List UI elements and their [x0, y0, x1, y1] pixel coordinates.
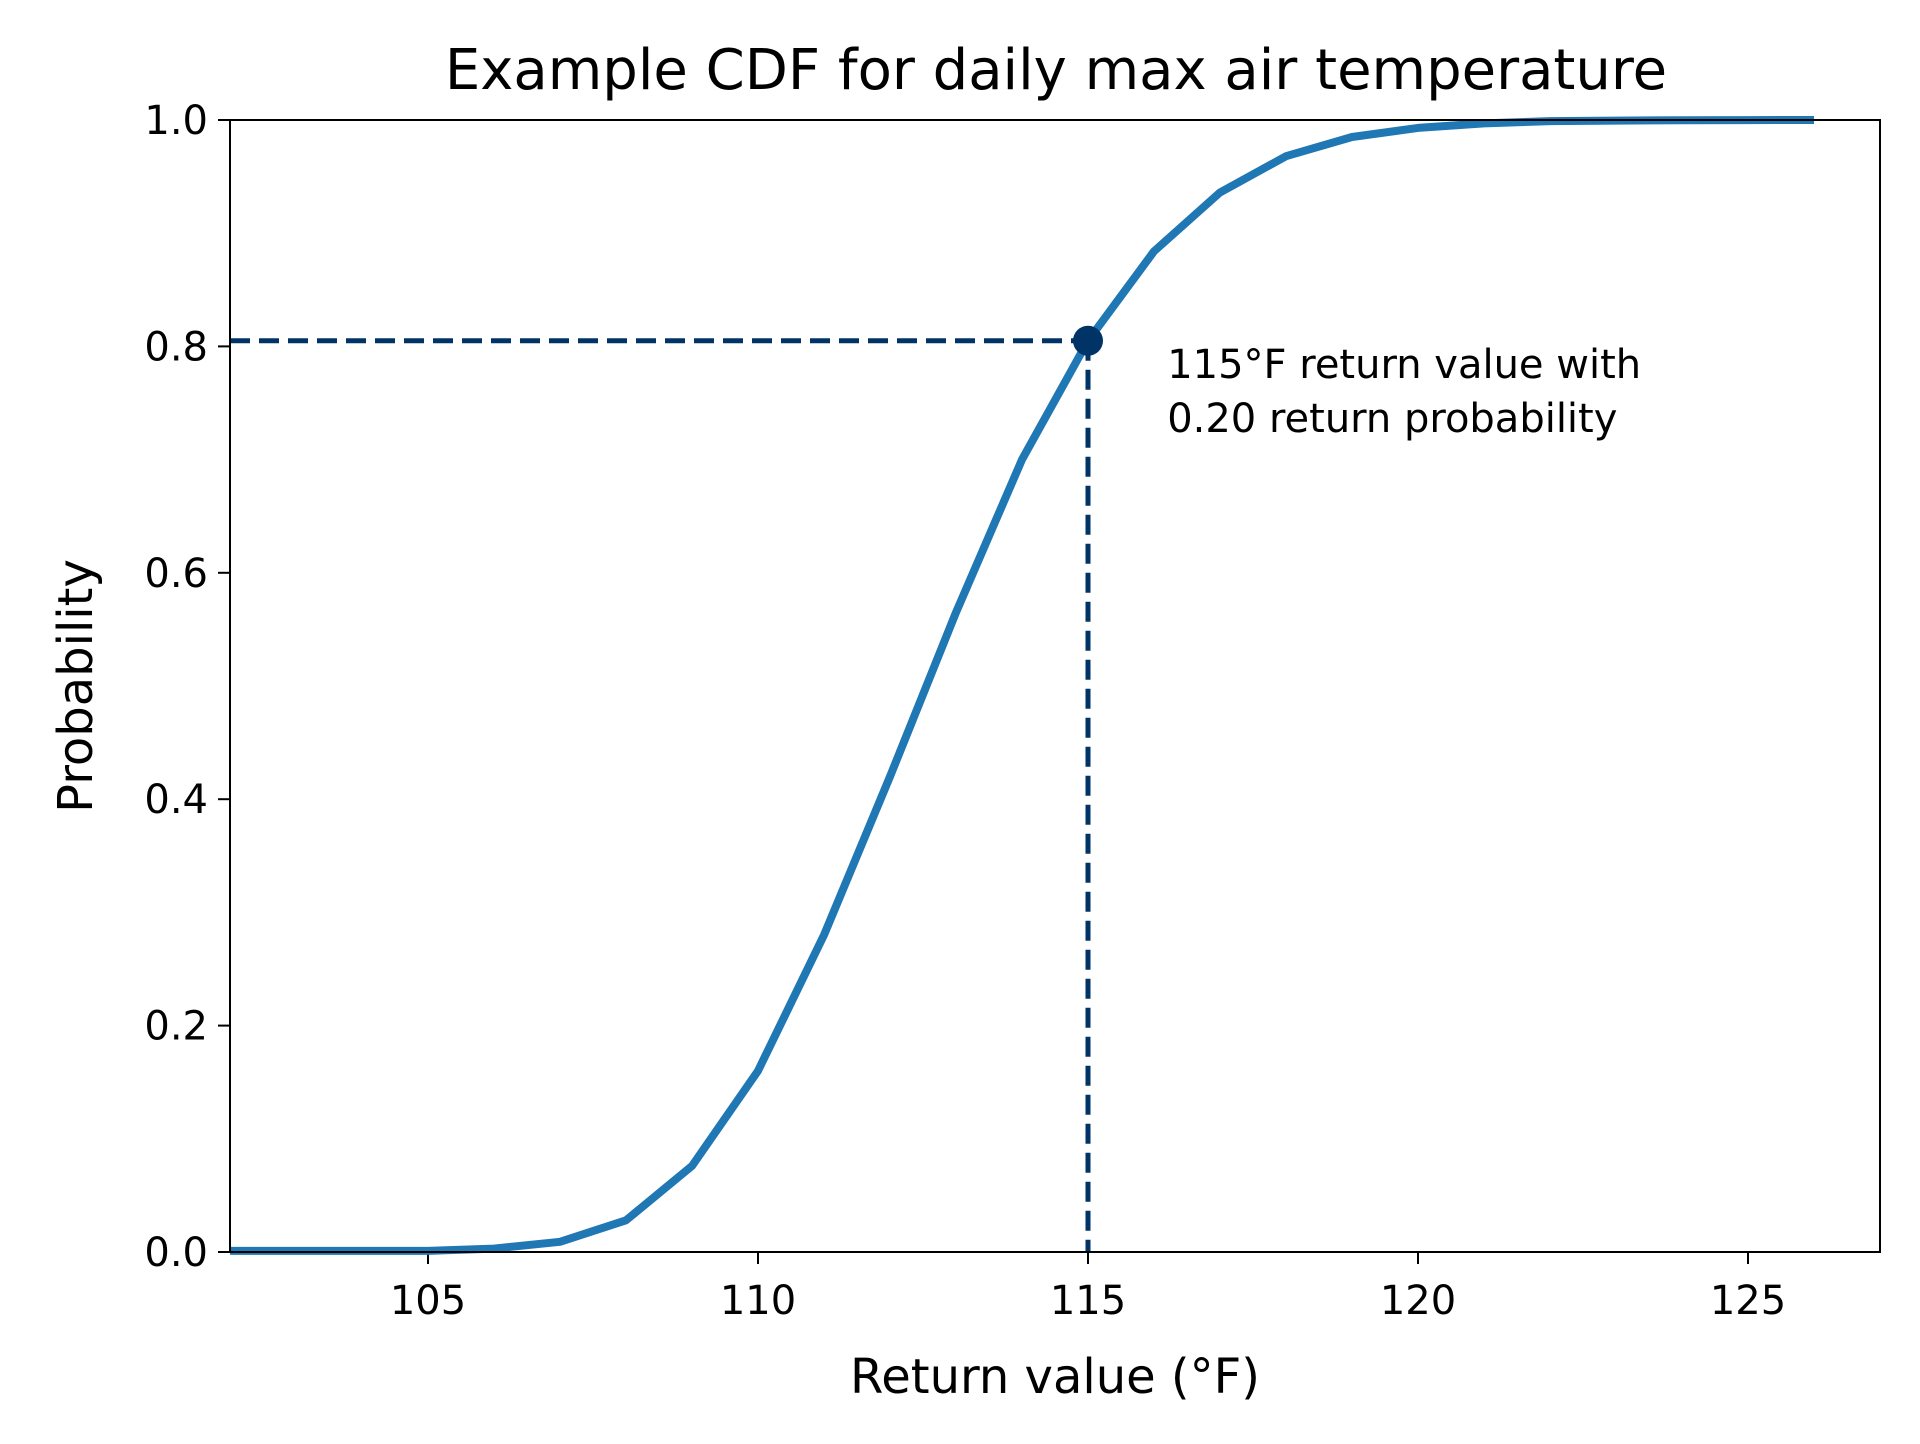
- x-tick-label: 120: [1380, 1278, 1456, 1324]
- y-tick-label: 0.4: [144, 777, 208, 823]
- highlight-point: [1073, 325, 1103, 356]
- x-tick-label: 110: [720, 1278, 796, 1324]
- y-tick-label: 0.8: [144, 324, 208, 370]
- y-tick-label: 0.0: [144, 1230, 208, 1276]
- x-axis-ticks: 105 110 115 120 125: [390, 1252, 1786, 1324]
- y-axis-label: Probability: [48, 559, 104, 813]
- cdf-series-line: [230, 116, 1815, 1255]
- highlight-layer: [1073, 325, 1103, 356]
- chart-title: Example CDF for daily max air temperatur…: [445, 38, 1667, 103]
- x-axis-label: Return value (°F): [850, 1349, 1260, 1405]
- reference-lines: [230, 338, 1091, 1252]
- annotation-text: 115°F return value with 0.20 return proba…: [1167, 342, 1641, 442]
- plot-frame: [229, 119, 1881, 1253]
- x-tick-label: 105: [390, 1278, 466, 1324]
- annotation-line: 115°F return value with: [1167, 342, 1641, 388]
- y-axis-ticks: 0.0 0.2 0.4 0.6 0.8 1.0: [144, 98, 230, 1276]
- y-tick-label: 0.6: [144, 551, 208, 597]
- x-tick-label: 125: [1710, 1278, 1786, 1324]
- x-tick-label: 115: [1050, 1278, 1126, 1324]
- y-tick-label: 1.0: [144, 98, 208, 144]
- y-tick-label: 0.2: [144, 1004, 208, 1050]
- annotation-line: 0.20 return probability: [1167, 396, 1617, 442]
- series-layer: [230, 116, 1815, 1255]
